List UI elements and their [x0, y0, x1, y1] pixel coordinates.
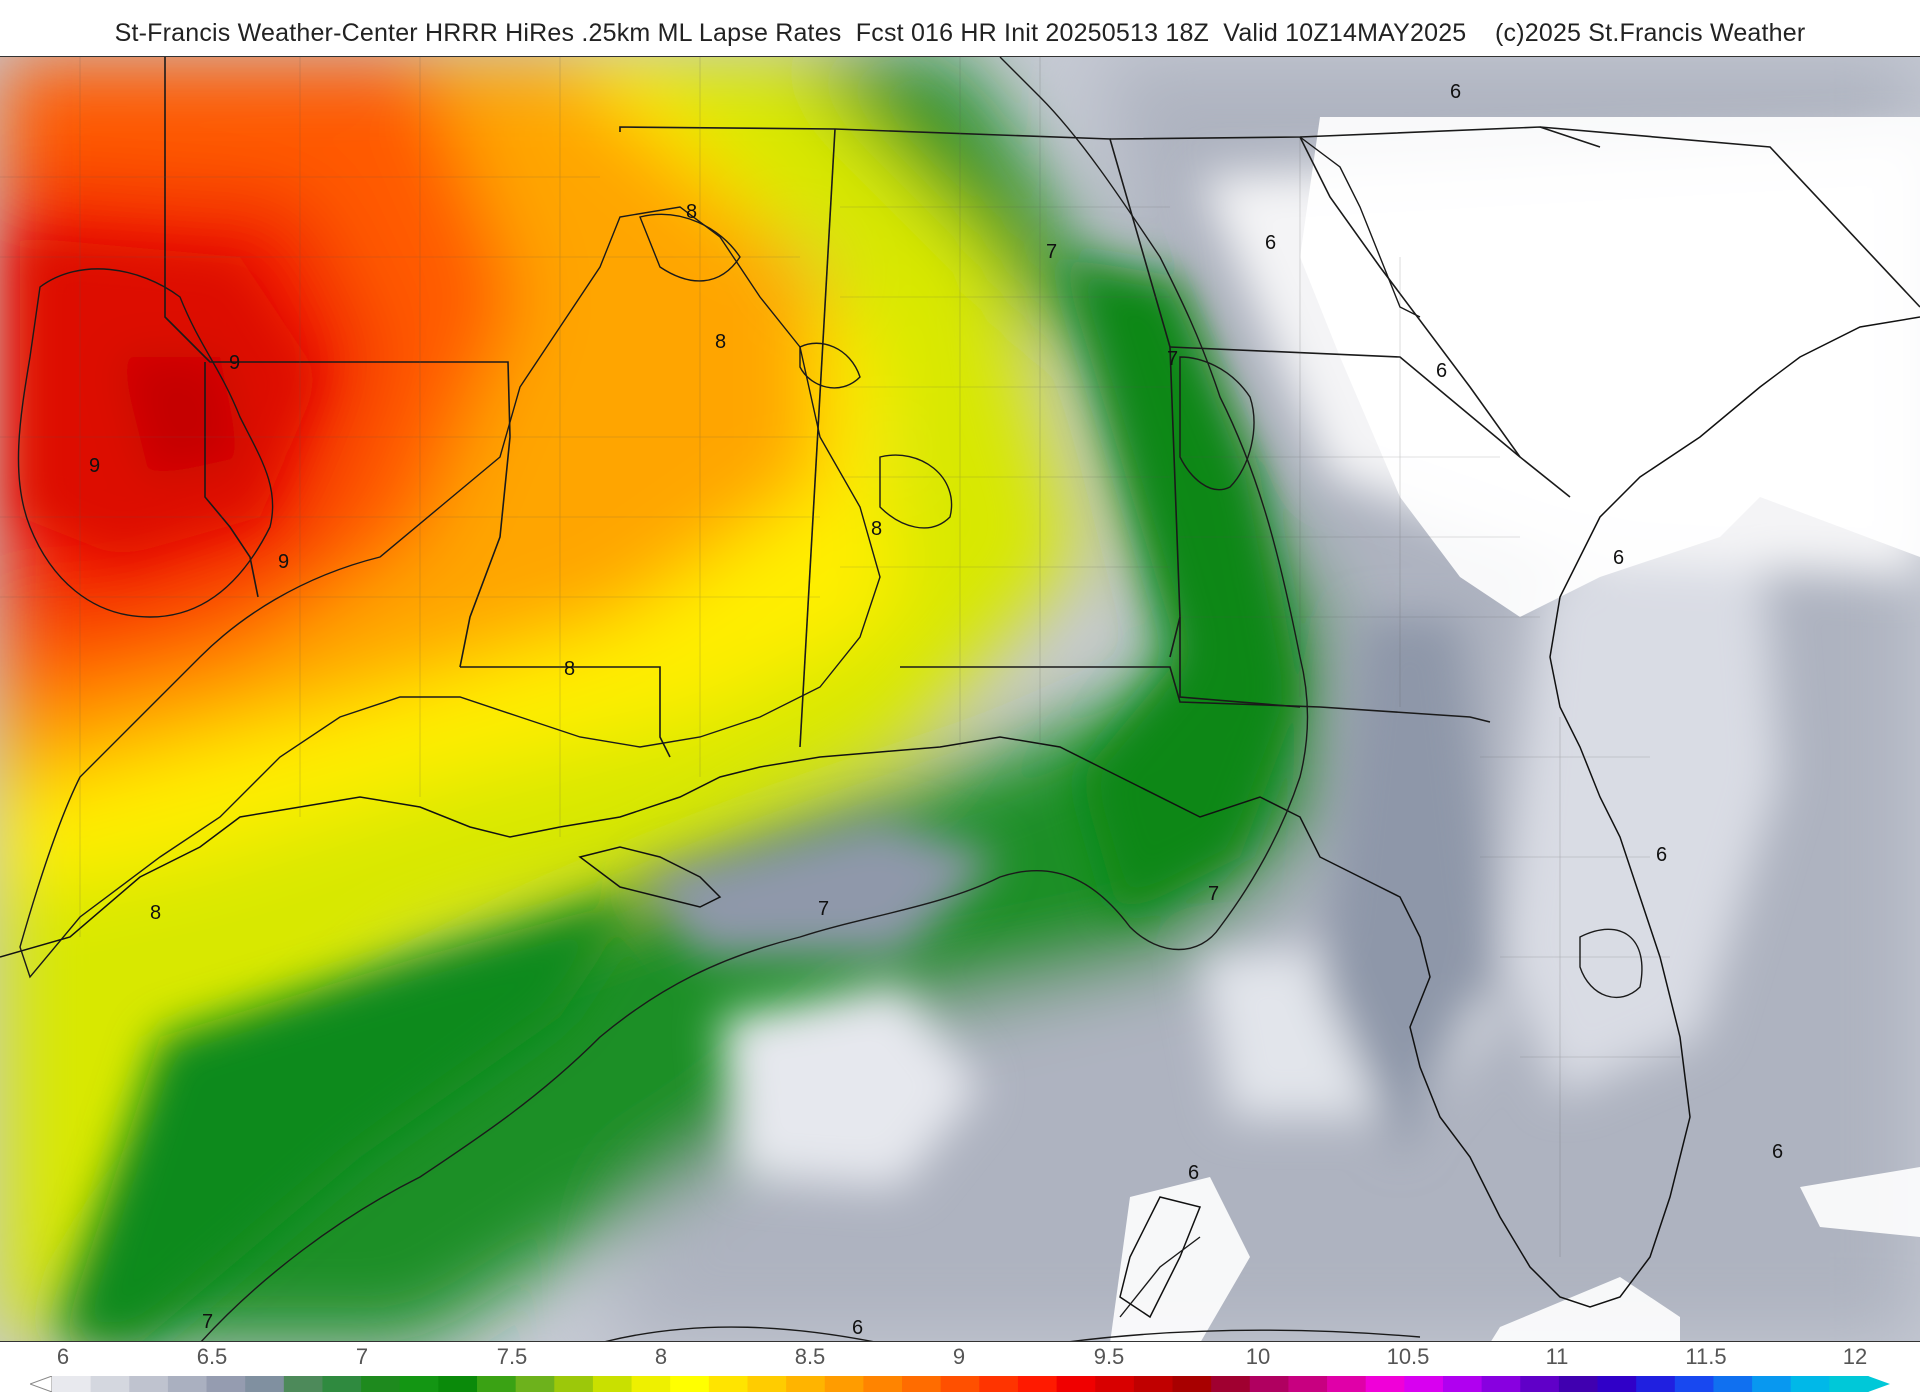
contour-label-layer: 6 6 6 6 6 6 6 6 7 7 7 7 7 8 8 8 8 8 9 9 … [89, 81, 1783, 1339]
colorbar-tick-label: 11 [1545, 1344, 1569, 1369]
colorbar-swatch [554, 1376, 594, 1392]
colorbar-tick-label: 7.5 [496, 1344, 528, 1369]
colorbar-swatch [902, 1376, 942, 1392]
contour-label-9: 9 [89, 455, 100, 477]
colorbar-swatch [1172, 1376, 1212, 1392]
contour-label-6: 6 [1613, 547, 1624, 569]
colorbar-swatch [863, 1376, 903, 1392]
contour-label-7: 7 [1208, 883, 1219, 905]
map-title: St-Francis Weather-Center HRRR HiRes .25… [114, 19, 1806, 47]
lapse-rate-map: 6 6 6 6 6 6 6 6 7 7 7 7 7 8 8 8 8 8 9 9 … [0, 57, 1920, 1341]
colorbar-swatch [1327, 1376, 1367, 1392]
colorbar-swatch [167, 1376, 208, 1392]
contour-label-7: 7 [1167, 348, 1178, 370]
contour-label-8: 8 [150, 902, 161, 924]
colorbar-tick-label: 8.5 [794, 1344, 826, 1369]
colorbar-swatch [1829, 1376, 1869, 1392]
colorbar-swatch [322, 1376, 362, 1392]
colorbar-tick-label: 9.5 [1093, 1344, 1125, 1369]
county-lines [0, 57, 1680, 1257]
contour-label-6: 6 [852, 1317, 863, 1339]
contour-label-9: 9 [278, 551, 289, 573]
contour-label-6: 6 [1188, 1162, 1199, 1184]
colorbar-swatch [670, 1376, 710, 1392]
colorbar-swatch [438, 1376, 478, 1392]
colorbar-swatch [708, 1376, 749, 1392]
contour-label-8: 8 [564, 658, 575, 680]
colorbar-swatch [979, 1376, 1019, 1392]
contour-label-8: 8 [686, 201, 697, 223]
colorbar-swatch [477, 1376, 517, 1392]
colorbar-swatch [1752, 1376, 1792, 1392]
colorbar-tick-label: 6 [56, 1344, 70, 1369]
colorbar-swatch [940, 1376, 980, 1392]
coastlines [0, 316, 1920, 1319]
colorbar-swatch [52, 1376, 92, 1392]
colorbar-tick-labels: 6 6.5 7 7.5 8 8.5 9 9.5 10 10.5 11 11.5 … [0, 1342, 1920, 1374]
colorbar-swatch [245, 1376, 285, 1392]
colorbar-max-arrow [1868, 1376, 1890, 1392]
colorbar-tick-label: 11.5 [1685, 1344, 1727, 1369]
colorbar-swatch [515, 1376, 555, 1392]
colorbar-swatch [1056, 1376, 1096, 1392]
colorbar-min-arrow [30, 1376, 53, 1392]
colorbar-swatch [747, 1376, 787, 1392]
contour-lines [17, 57, 1643, 1341]
contour-label-7: 7 [202, 1311, 213, 1333]
colorbar-tick-label: 9 [952, 1344, 966, 1369]
colorbar-swatch [786, 1376, 826, 1392]
contour-label-7: 7 [818, 898, 829, 920]
colorbar-swatch [1404, 1376, 1444, 1392]
colorbar-tick-label: 10.5 [1386, 1344, 1430, 1369]
colorbar-swatch [1674, 1376, 1715, 1392]
colorbar-swatch [1365, 1376, 1405, 1392]
colorbar-swatch [631, 1376, 671, 1392]
colorbar-swatch [1481, 1376, 1521, 1392]
map-panel: 6 6 6 6 6 6 6 6 7 7 7 7 7 8 8 8 8 8 9 9 … [0, 56, 1920, 1342]
colorbar-swatch [206, 1376, 246, 1392]
colorbar-swatch [1558, 1376, 1599, 1392]
colorbar-swatch [90, 1376, 130, 1392]
colorbar-swatch [399, 1376, 439, 1392]
colorbar-tick-label: 8 [654, 1344, 668, 1369]
contour-label-6: 6 [1656, 844, 1667, 866]
colorbar-swatch [1017, 1376, 1058, 1392]
colorbar-swatch [1597, 1376, 1637, 1392]
lapse-rate-shading [0, 57, 1920, 1341]
colorbar-tick-label: 6.5 [196, 1344, 228, 1369]
colorbar-swatch [592, 1376, 633, 1392]
contour-label-8: 8 [871, 518, 882, 540]
colorbar-swatches [30, 1376, 1890, 1392]
colorbar-swatch [283, 1376, 324, 1392]
colorbar-swatch [1095, 1376, 1135, 1392]
colorbar-tick-label: 7 [355, 1344, 369, 1369]
contour-label-9: 9 [229, 352, 240, 374]
colorbar-tick-label: 12 [1842, 1344, 1868, 1369]
contour-label-6: 6 [1265, 232, 1276, 254]
state-borders [164, 57, 1920, 758]
colorbar-swatch [1249, 1376, 1290, 1392]
colorbar-swatch [824, 1376, 865, 1392]
contour-label-8: 8 [715, 331, 726, 353]
colorbar-swatch [1790, 1376, 1830, 1392]
contour-label-7: 7 [1046, 241, 1057, 263]
contour-label-6: 6 [1772, 1141, 1783, 1163]
colorbar-swatch [1713, 1376, 1753, 1392]
colorbar-swatch [1211, 1376, 1251, 1392]
colorbar-swatch [1442, 1376, 1483, 1392]
contour-label-6: 6 [1450, 81, 1461, 103]
colorbar [30, 1376, 1890, 1392]
colorbar-swatch [1288, 1376, 1328, 1392]
contour-label-6: 6 [1436, 360, 1447, 382]
colorbar-swatch [129, 1376, 169, 1392]
colorbar-swatch [361, 1376, 401, 1392]
colorbar-tick-label: 10 [1245, 1344, 1271, 1369]
colorbar-swatch [1133, 1376, 1174, 1392]
colorbar-swatch [1636, 1376, 1676, 1392]
colorbar-swatch [1520, 1376, 1560, 1392]
